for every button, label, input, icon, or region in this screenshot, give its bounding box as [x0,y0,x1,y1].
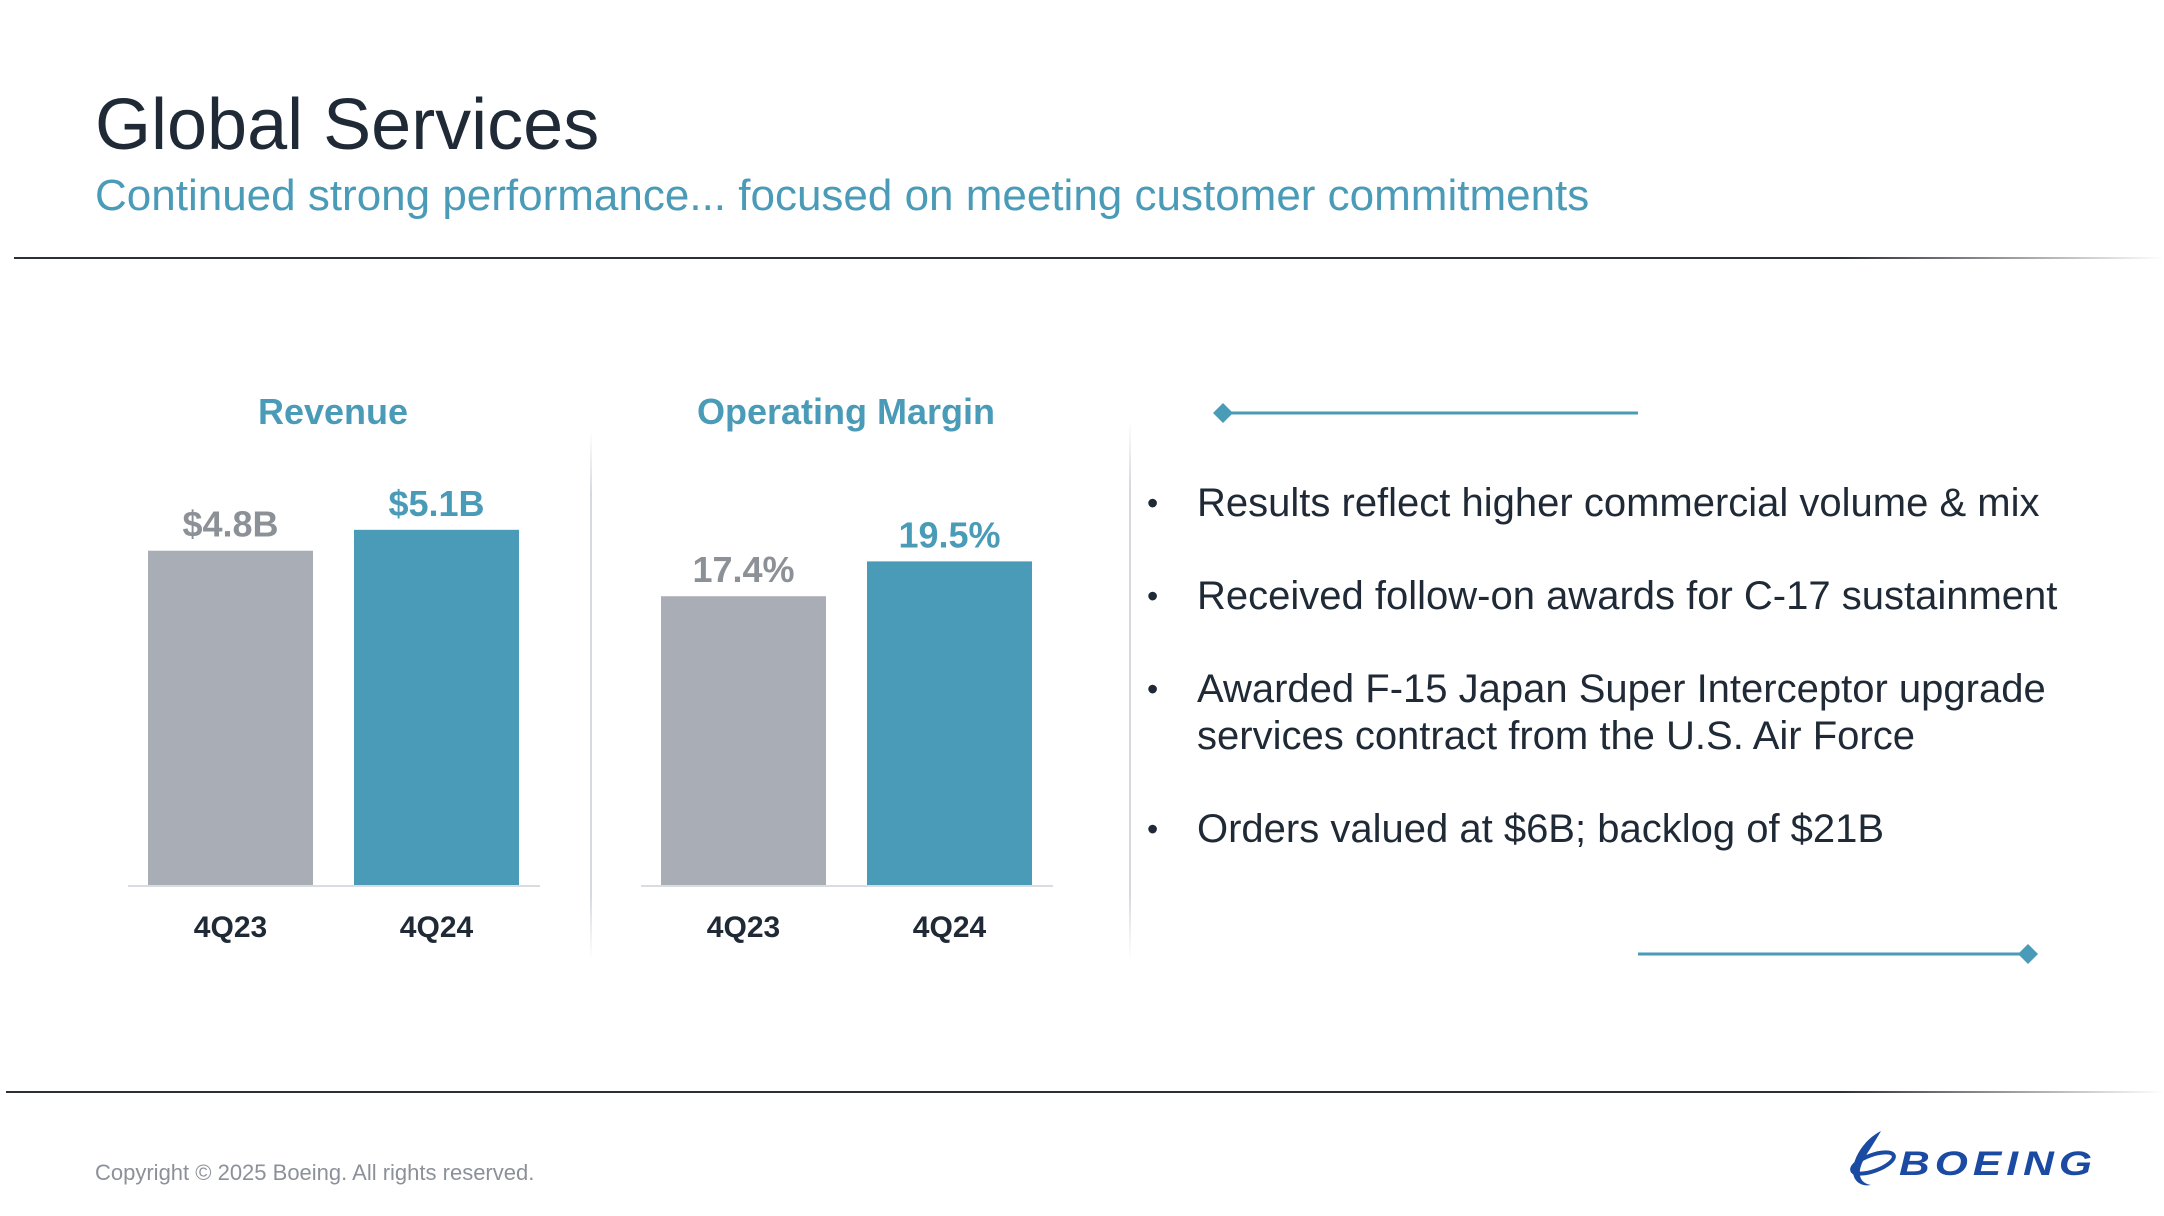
list-item-text: Awarded F-15 Japan Super Interceptor upg… [1197,667,2046,758]
highlights-list: • Results reflect higher commercial volum… [1147,480,2147,899]
top-accent-line [1213,403,1638,423]
revenue-chart-title: Revenue [257,391,409,432]
page-title: Global Services [95,85,600,165]
data-label: 19.5% [898,514,1000,555]
x-tick-label: 4Q23 [194,911,267,944]
diamond-icon [2018,944,2038,964]
footer-copyright: Copyright © 2025 Boeing. All rights rese… [95,1160,535,1185]
revenue-chart: $4.8B 4Q23 $5.1B 4Q24 [128,483,540,944]
bullet-glyph: • [1147,578,1159,614]
list-item: • Received follow-on awards for C-17 sust… [1147,573,2147,620]
list-item-text: Received follow-on awards for C-17 susta… [1197,574,2058,618]
list-item-text: Orders valued at $6B; backlog of $21B [1197,807,1885,851]
data-label: $4.8B [182,504,278,545]
bar-4q23 [148,550,313,885]
boeing-logo-text: BOEING [1899,1145,2097,1183]
bullet-glyph: • [1147,671,1159,707]
chart-separator [590,430,592,960]
page-subtitle: Continued strong performance... focused … [95,171,1590,220]
header-divider [14,257,2164,259]
operating-margin-chart: 17.4% 4Q23 19.5% 4Q24 [641,514,1053,944]
bottom-accent-line [1638,944,2038,964]
x-tick-label: 4Q23 [707,911,780,944]
list-item: • Results reflect higher commercial volum… [1147,480,2147,527]
bullet-glyph: • [1147,485,1159,521]
list-item-text: Results reflect higher commercial volume… [1197,481,2040,525]
bar-4q24 [354,529,519,885]
list-item: • Orders valued at $6B; backlog of $21B [1147,806,2147,853]
operating-margin-chart-title: Operating Margin [696,391,996,432]
bar-4q24 [867,561,1032,885]
data-label: $5.1B [388,483,484,524]
bar-4q23 [661,596,826,885]
boeing-logo-icon: BOEING [1850,1131,2097,1186]
content-separator [1129,420,1131,960]
bullet-glyph: • [1147,811,1159,847]
x-tick-label: 4Q24 [913,911,987,944]
footer-divider [6,1091,2164,1093]
x-tick-label: 4Q24 [400,911,474,944]
diamond-icon [1213,403,1233,423]
list-item: • Awarded F-15 Japan Super Interceptor up… [1147,666,2147,760]
data-label: 17.4% [692,549,794,590]
